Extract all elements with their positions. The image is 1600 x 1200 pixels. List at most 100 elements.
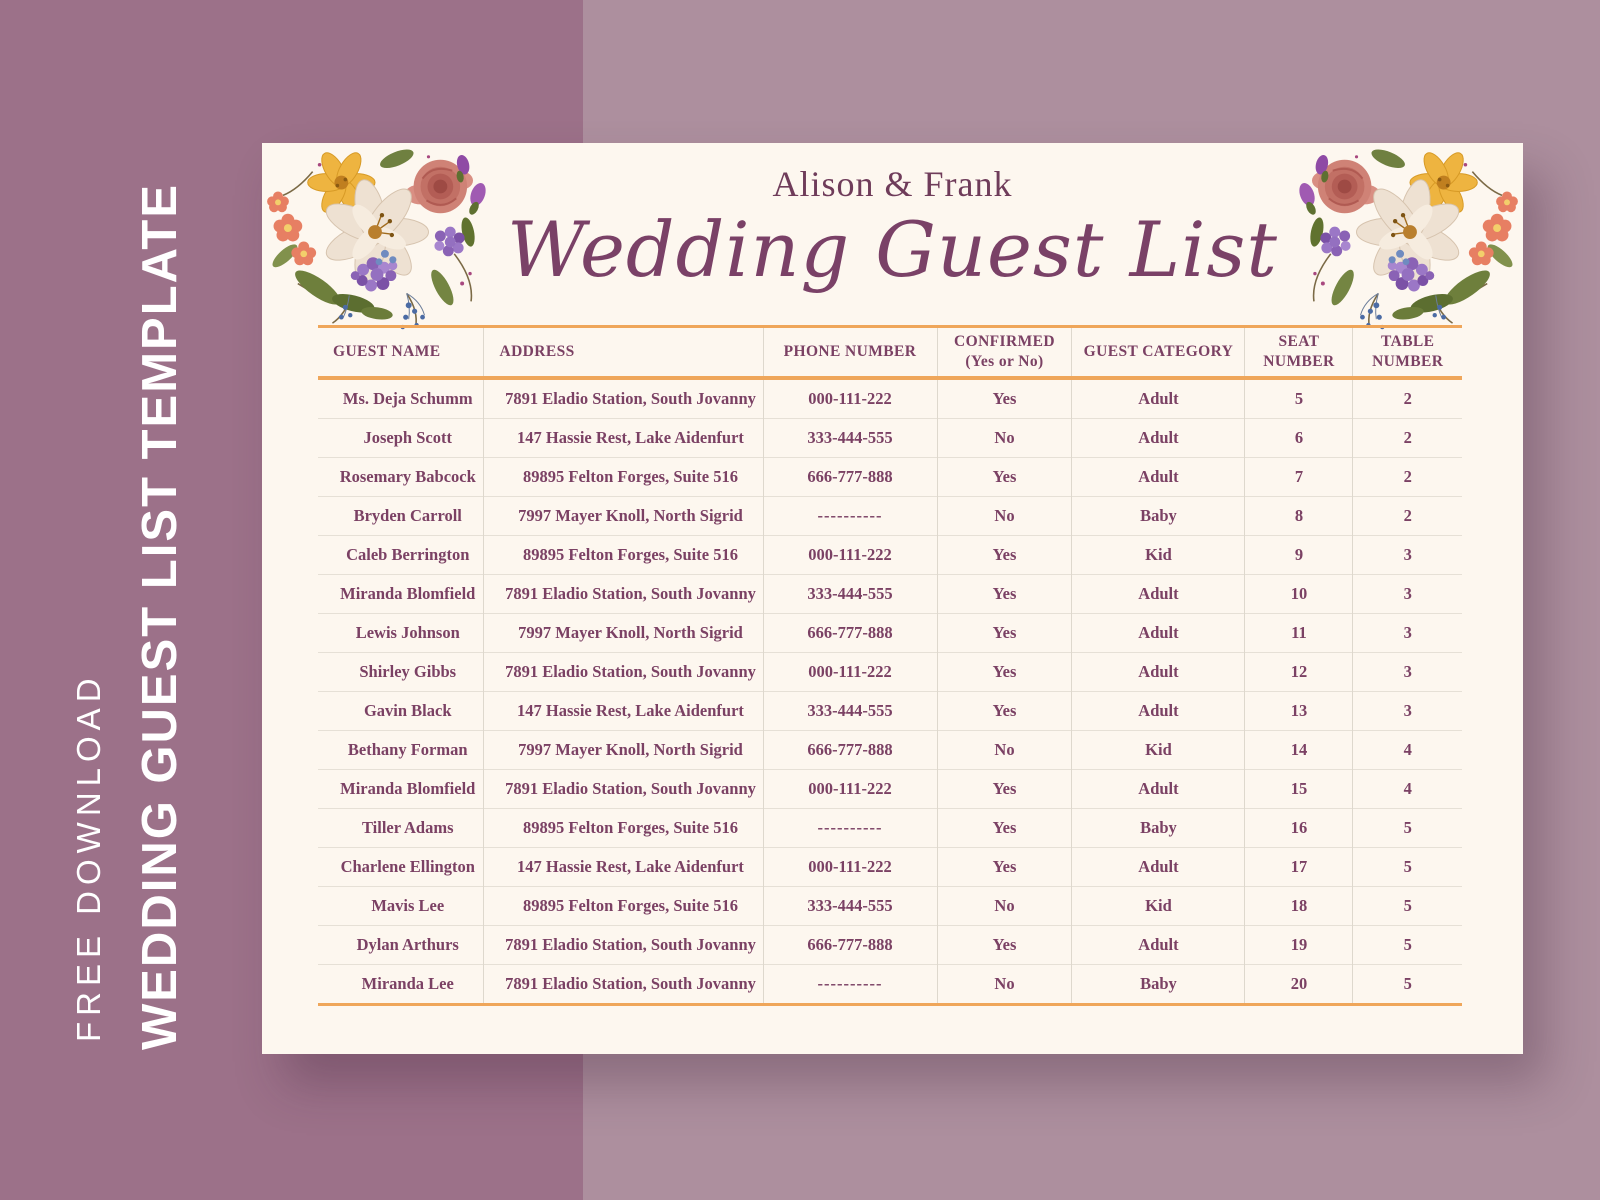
cell-address: 7891 Eladio Station, South Jovanny [483,964,764,1005]
cell-guest-category: Adult [1071,925,1246,965]
cell-seat-number: 12 [1244,652,1354,692]
cell-seat-number: 17 [1244,847,1354,887]
cell-confirmed: Yes [937,574,1073,614]
cell-guest-name: Miranda Blomfield [318,769,485,809]
table-row: Miranda Blomfield 7891 Eladio Station, S… [318,574,1462,614]
cell-phone-number: 000-111-222 [763,769,938,809]
cell-table-number: 5 [1352,964,1462,1005]
cell-phone-number: 000-111-222 [763,535,938,575]
header-row: GUEST NAME ADDRESS PHONE NUMBER CONFIRME… [318,326,1462,380]
flower-bouquet-illustration [267,149,486,330]
column-header-confirmed: CONFIRMED (Yes or No) [937,326,1073,380]
cell-guest-category: Adult [1071,457,1246,497]
guest-list-card: Alison & Frank Wedding Guest List GUEST … [262,143,1523,1054]
cell-guest-name: Mavis Lee [318,886,485,926]
cell-phone-number: 000-111-222 [763,847,938,887]
cell-table-number: 5 [1352,847,1462,887]
cell-guest-category: Adult [1071,613,1246,653]
table-row: Lewis Johnson 7997 Mayer Knoll, North Si… [318,613,1462,653]
cell-guest-name: Rosemary Babcock [318,457,485,497]
cell-phone-number: 333-444-555 [763,691,938,731]
cell-address: 89895 Felton Forges, Suite 516 [483,457,764,497]
cell-guest-name: Bryden Carroll [318,496,485,536]
table-row: Shirley Gibbs 7891 Eladio Station, South… [318,652,1462,692]
table-row: Dylan Arthurs 7891 Eladio Station, South… [318,925,1462,965]
column-header-guest-name: GUEST NAME [318,326,485,380]
cell-guest-category: Adult [1071,418,1246,458]
cell-guest-name: Dylan Arthurs [318,925,485,965]
cell-guest-name: Ms. Deja Schumm [318,378,485,419]
cell-table-number: 3 [1352,613,1462,653]
flower-decoration-right [1289,143,1523,335]
cell-address: 89895 Felton Forges, Suite 516 [483,886,764,926]
cell-guest-category: Adult [1071,769,1246,809]
cell-address: 147 Hassie Rest, Lake Aidenfurt [483,418,764,458]
cell-phone-number: 000-111-222 [763,652,938,692]
cell-address: 89895 Felton Forges, Suite 516 [483,808,764,848]
cell-table-number: 2 [1352,457,1462,497]
cell-guest-category: Kid [1071,886,1246,926]
guest-table-container: GUEST NAME ADDRESS PHONE NUMBER CONFIRME… [318,325,1462,1006]
cell-address: 7891 Eladio Station, South Jovanny [483,378,764,419]
table-row: Charlene Ellington 147 Hassie Rest, Lake… [318,847,1462,887]
cell-address: 7891 Eladio Station, South Jovanny [483,652,764,692]
cell-address: 7891 Eladio Station, South Jovanny [483,769,764,809]
cell-confirmed: No [937,496,1073,536]
cell-table-number: 3 [1352,535,1462,575]
cell-confirmed: Yes [937,691,1073,731]
cell-seat-number: 10 [1244,574,1354,614]
cell-seat-number: 13 [1244,691,1354,731]
cell-seat-number: 8 [1244,496,1354,536]
table-row: Caleb Berrington 89895 Felton Forges, Su… [318,535,1462,575]
cell-address: 7997 Mayer Knoll, North Sigrid [483,613,764,653]
cell-table-number: 5 [1352,886,1462,926]
cell-guest-name: Lewis Johnson [318,613,485,653]
cell-address: 89895 Felton Forges, Suite 516 [483,535,764,575]
cell-phone-number: 333-444-555 [763,418,938,458]
column-header-phone-number: PHONE NUMBER [763,326,938,380]
cell-confirmed: Yes [937,652,1073,692]
cell-table-number: 3 [1352,652,1462,692]
cell-seat-number: 9 [1244,535,1354,575]
guest-table-body: Ms. Deja Schumm 7891 Eladio Station, Sou… [318,378,1462,1005]
couple-names: Alison & Frank [772,164,1013,204]
cell-phone-number: 333-444-555 [763,574,938,614]
cell-table-number: 4 [1352,730,1462,770]
table-row: Bryden Carroll 7997 Mayer Knoll, North S… [318,496,1462,536]
cell-seat-number: 14 [1244,730,1354,770]
table-row: Tiller Adams 89895 Felton Forges, Suite … [318,808,1462,848]
cell-seat-number: 18 [1244,886,1354,926]
cell-table-number: 4 [1352,769,1462,809]
column-header-seat-number: SEAT NUMBER [1244,326,1354,380]
cell-guest-name: Shirley Gibbs [318,652,485,692]
cell-guest-name: Gavin Black [318,691,485,731]
cell-guest-name: Miranda Blomfield [318,574,485,614]
flower-decoration-left [262,143,496,335]
cell-seat-number: 5 [1244,378,1354,419]
cell-phone-number: ---------- [763,808,938,848]
cell-table-number: 3 [1352,691,1462,731]
table-row: Ms. Deja Schumm 7891 Eladio Station, Sou… [318,378,1462,419]
cell-confirmed: No [937,964,1073,1005]
cell-table-number: 2 [1403,389,1412,408]
cell-guest-category: Adult [1071,691,1246,731]
cell-phone-number: 666-777-888 [763,925,938,965]
cell-guest-category: Kid [1071,730,1246,770]
table-row: Joseph Scott 147 Hassie Rest, Lake Aiden… [318,418,1462,458]
cell-table-number: 5 [1352,808,1462,848]
table-row: Miranda Lee 7891 Eladio Station, South J… [318,964,1462,1005]
cell-table-number: 3 [1352,574,1462,614]
cell-confirmed: Yes [937,613,1073,653]
cell-guest-category: Baby [1071,808,1246,848]
cell-address: 7997 Mayer Knoll, North Sigrid [483,730,764,770]
cell-confirmed: Yes [937,457,1073,497]
cell-guest-name: Miranda Lee [318,964,485,1005]
cell-phone-number: ---------- [763,496,938,536]
cell-guest-category: Adult [1071,652,1246,692]
cell-seat-number: 16 [1244,808,1354,848]
cell-guest-category: Kid [1071,535,1246,575]
table-row: Gavin Black 147 Hassie Rest, Lake Aidenf… [318,691,1462,731]
cell-confirmed: Yes [937,769,1073,809]
cell-phone-number: 333-444-555 [763,886,938,926]
